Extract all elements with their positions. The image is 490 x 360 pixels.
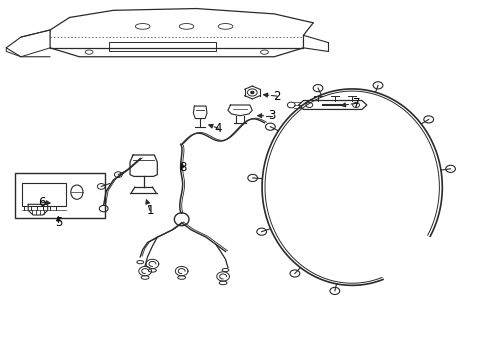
Text: 6: 6: [38, 195, 46, 209]
Bar: [22, 183, 66, 206]
Text: 7: 7: [353, 97, 361, 110]
Text: 5: 5: [55, 216, 62, 229]
Text: 8: 8: [179, 161, 187, 174]
Text: 2: 2: [273, 90, 280, 103]
Circle shape: [251, 91, 254, 94]
Bar: [109, 42, 216, 51]
Bar: [15, 173, 105, 217]
Text: 1: 1: [146, 204, 154, 217]
Text: 3: 3: [268, 109, 275, 122]
Text: 4: 4: [215, 122, 222, 135]
